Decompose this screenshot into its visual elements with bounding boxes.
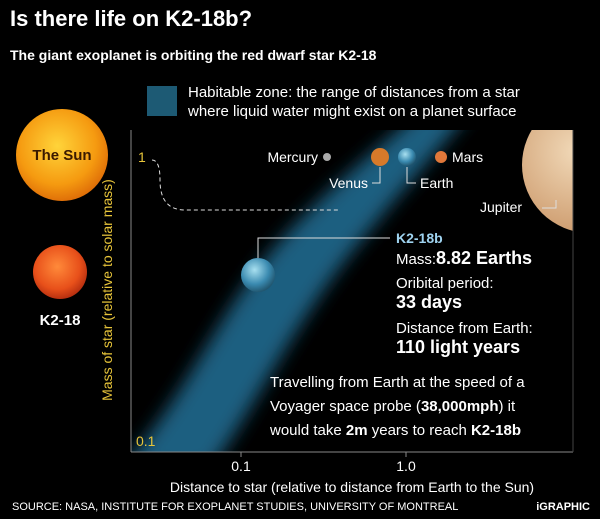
earth — [398, 148, 416, 166]
mars — [435, 151, 447, 163]
jupiter — [522, 130, 573, 231]
brand: iGRAPHIC — [536, 501, 590, 513]
mercury — [323, 153, 331, 161]
note-text: years to reach — [368, 422, 471, 439]
note: Travelling from Earth at the speed of a V… — [269, 374, 525, 439]
k2-18b-label: K2-18b — [396, 230, 443, 246]
fact: Mass:8.82 Earths — [396, 248, 532, 268]
note-text: 38,000mph — [421, 398, 499, 415]
fact-value: 110 light years — [396, 337, 520, 357]
habitable-zone — [135, 130, 455, 452]
k2-18b — [241, 258, 275, 292]
sun-leader — [151, 159, 340, 211]
y-tick-label: 0.1 — [136, 433, 156, 449]
fact-label: Mass: — [396, 251, 436, 268]
fact-label: Distance from Earth: — [396, 320, 533, 337]
x-tick-label: 0.1 — [231, 458, 251, 474]
sun-label: The Sun — [32, 147, 91, 164]
y-tick-label: 1 — [138, 149, 146, 165]
note-line: Travelling from Earth at the speed of a — [270, 374, 525, 391]
note-text: 2m — [346, 422, 368, 439]
k2-18 — [33, 245, 87, 299]
planet-label: Venus — [329, 175, 368, 191]
source: SOURCE: NASA, INSTITUTE FOR EXOPLANET ST… — [12, 501, 458, 513]
x-tick-label: 1.0 — [396, 458, 416, 474]
leader-line — [542, 200, 557, 209]
planet-label: Mercury — [267, 149, 318, 165]
note-text: Voyager space probe ( — [270, 398, 421, 415]
subtitle: The giant exoplanet is orbiting the red … — [10, 47, 377, 63]
legend-text: Habitable zone: the range of distances f… — [188, 84, 520, 101]
x-axis-label: Distance to star (relative to distance f… — [170, 479, 534, 495]
sun — [16, 109, 108, 201]
note-line: would take 2m years to reach K2-18b — [269, 422, 521, 439]
fact-value: 8.82 Earths — [436, 248, 532, 268]
note-text: K2-18b — [471, 422, 521, 439]
fact-value: 33 days — [396, 292, 462, 312]
note-text: Travelling from Earth at the speed of a — [270, 374, 525, 391]
plot-area — [135, 130, 573, 452]
k2-18-label: K2-18 — [40, 312, 81, 329]
note-line: Voyager space probe (38,000mph) it — [270, 398, 516, 415]
note-text: would take — [269, 422, 346, 439]
planet-label: Earth — [420, 175, 453, 191]
planet-label: Jupiter — [480, 199, 522, 215]
y-axis-label: Mass of star (relative to solar mass) — [99, 179, 115, 401]
leader-line — [406, 167, 416, 184]
note-text: ) it — [498, 398, 515, 415]
fact-label: Oribital period: — [396, 275, 494, 292]
planet-label: Mars — [452, 149, 483, 165]
leader-line — [257, 237, 390, 258]
title: Is there life on K2-18b? — [10, 6, 252, 31]
legend-swatch — [147, 86, 177, 116]
legend-text: where liquid water might exist on a plan… — [187, 103, 517, 120]
leader-line — [372, 167, 381, 184]
venus — [371, 148, 389, 166]
